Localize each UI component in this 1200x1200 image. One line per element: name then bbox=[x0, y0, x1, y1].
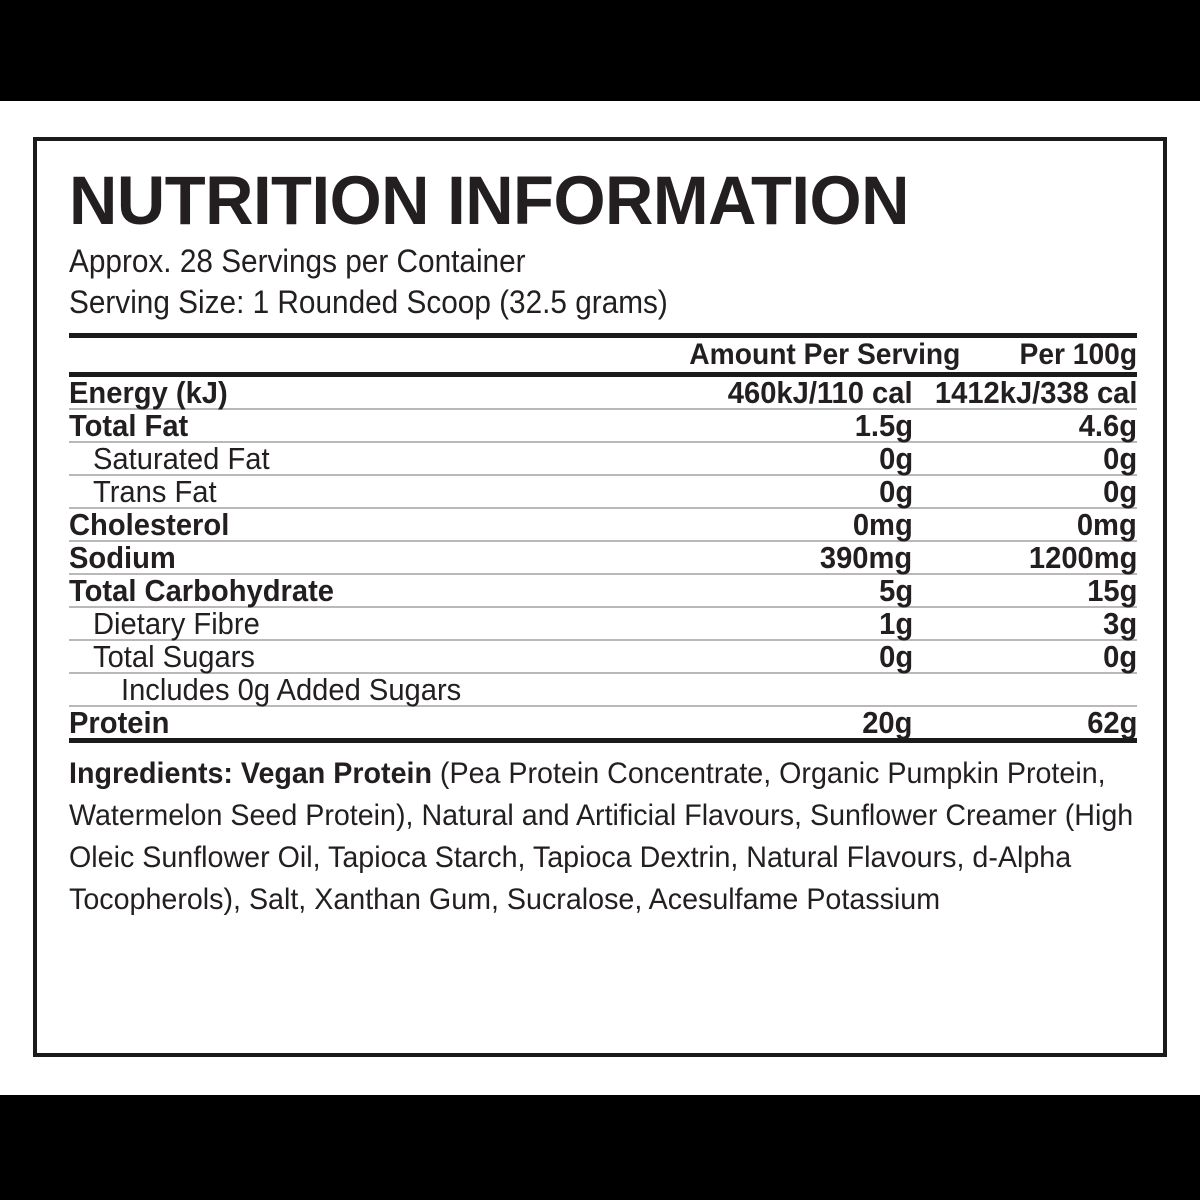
table-bottom-rule bbox=[69, 737, 1137, 743]
table-row: Total Sugars 0g 0g bbox=[69, 641, 1137, 672]
column-header-per-100g: Per 100g bbox=[1019, 337, 1137, 371]
nutrient-value-per-100g: 0g bbox=[1102, 440, 1137, 476]
ingredients-block: Ingredients: Vegan Protein (Pea Protein … bbox=[69, 743, 1137, 921]
nutrient-value-per-serving: 20g bbox=[862, 704, 913, 740]
table-row: Saturated Fat 0g 0g bbox=[69, 443, 1137, 474]
nutrient-name: Total Fat bbox=[69, 407, 189, 443]
nutrient-value-per-serving: 390mg bbox=[820, 539, 913, 575]
nutrient-value-per-100g: 0g bbox=[1102, 473, 1137, 509]
nutrient-value-per-100g: 1200mg bbox=[1028, 539, 1137, 575]
row-separator bbox=[69, 572, 1137, 575]
nutrient-value-per-serving: 1g bbox=[878, 605, 913, 641]
row-separator bbox=[69, 506, 1137, 509]
nutrient-name: Dietary Fibre bbox=[93, 605, 260, 641]
row-divider bbox=[69, 572, 1137, 575]
header-bottom-rule-row bbox=[69, 371, 1137, 377]
row-separator bbox=[69, 440, 1137, 443]
row-separator bbox=[69, 638, 1137, 641]
table-row: Dietary Fibre 1g 3g bbox=[69, 608, 1137, 639]
nutrient-value-per-serving: 5g bbox=[878, 572, 913, 608]
table-row: Sodium 390mg 1200mg bbox=[69, 542, 1137, 573]
nutrient-name: Energy (kJ) bbox=[69, 374, 228, 410]
ingredients-body-text: (Pea Protein Concentrate, Organic Pumpki… bbox=[69, 756, 1134, 916]
nutrient-name: Total Carbohydrate bbox=[69, 572, 334, 608]
row-divider bbox=[69, 440, 1137, 443]
nutrient-value-per-serving: 0g bbox=[878, 440, 913, 476]
ingredients-lead-label: Ingredients: Vegan Protein bbox=[69, 756, 432, 790]
row-divider bbox=[69, 539, 1137, 542]
table-row: Trans Fat 0g 0g bbox=[69, 476, 1137, 507]
serving-size: Serving Size: 1 Rounded Scoop (32.5 gram… bbox=[69, 284, 668, 321]
nutrient-value-per-serving: 0mg bbox=[852, 506, 913, 542]
column-header-nutrient bbox=[69, 338, 672, 372]
header-top-rule bbox=[69, 332, 1137, 338]
nutrient-value-per-serving: 0g bbox=[878, 473, 913, 509]
nutrient-name: Cholesterol bbox=[69, 506, 230, 542]
page-title: NUTRITION INFORMATION bbox=[69, 162, 909, 239]
nutrient-name: Saturated Fat bbox=[93, 440, 270, 476]
nutrient-value-per-100g: 15g bbox=[1086, 572, 1137, 608]
nutrient-value-per-100g: 0mg bbox=[1077, 506, 1137, 542]
nutrient-value-per-100g: 1412kJ/338 cal bbox=[934, 374, 1137, 410]
nutrient-value-per-serving: 0g bbox=[878, 638, 913, 674]
nutrient-value-per-serving bbox=[672, 674, 912, 705]
column-header-per-serving: Amount Per Serving bbox=[689, 337, 961, 371]
row-separator bbox=[69, 737, 1137, 743]
nutrition-information-panel: NUTRITION INFORMATION Approx. 28 Serving… bbox=[33, 137, 1167, 1057]
nutrient-value-per-100g bbox=[913, 674, 1137, 705]
row-divider bbox=[69, 671, 1137, 674]
table-row: Protein 20g 62g bbox=[69, 707, 1137, 738]
nutrient-name: Protein bbox=[69, 704, 170, 740]
nutrient-value-per-serving: 460kJ/110 cal bbox=[727, 374, 913, 410]
table-row: Energy (kJ) 460kJ/110 cal 1412kJ/338 cal bbox=[69, 377, 1137, 408]
table-row: Includes 0g Added Sugars bbox=[69, 674, 1137, 705]
row-separator bbox=[69, 473, 1137, 476]
nutrient-value-per-100g: 4.6g bbox=[1078, 407, 1137, 443]
nutrient-value-per-100g: 62g bbox=[1086, 704, 1137, 740]
servings-per-container: Approx. 28 Servings per Container bbox=[69, 242, 526, 279]
nutrient-value-per-100g: 0g bbox=[1102, 638, 1137, 674]
nutrient-name: Sodium bbox=[69, 539, 176, 575]
nutrient-name: Total Sugars bbox=[93, 638, 255, 674]
row-divider bbox=[69, 704, 1137, 707]
nutrition-facts-table: Amount Per Serving Per 100g Energy (kJ) 4… bbox=[69, 338, 1137, 743]
row-divider bbox=[69, 605, 1137, 608]
nutrient-name: Includes 0g Added Sugars bbox=[121, 671, 462, 707]
row-divider bbox=[69, 473, 1137, 476]
row-divider bbox=[69, 638, 1137, 641]
row-separator bbox=[69, 704, 1137, 707]
table-header-row: Amount Per Serving Per 100g bbox=[69, 338, 1137, 372]
nutrient-value-per-100g: 3g bbox=[1102, 605, 1137, 641]
row-separator bbox=[69, 539, 1137, 542]
nutrient-name: Trans Fat bbox=[93, 473, 217, 509]
table-row: Total Fat 1.5g 4.6g bbox=[69, 410, 1137, 441]
header-bottom-rule bbox=[69, 371, 1137, 377]
row-separator bbox=[69, 407, 1137, 410]
row-separator bbox=[69, 605, 1137, 608]
table-row: Cholesterol 0mg 0mg bbox=[69, 509, 1137, 540]
row-divider bbox=[69, 506, 1137, 509]
row-separator bbox=[69, 671, 1137, 674]
row-divider bbox=[69, 407, 1137, 410]
nutrient-value-per-serving: 1.5g bbox=[854, 407, 913, 443]
table-row: Total Carbohydrate 5g 15g bbox=[69, 575, 1137, 606]
